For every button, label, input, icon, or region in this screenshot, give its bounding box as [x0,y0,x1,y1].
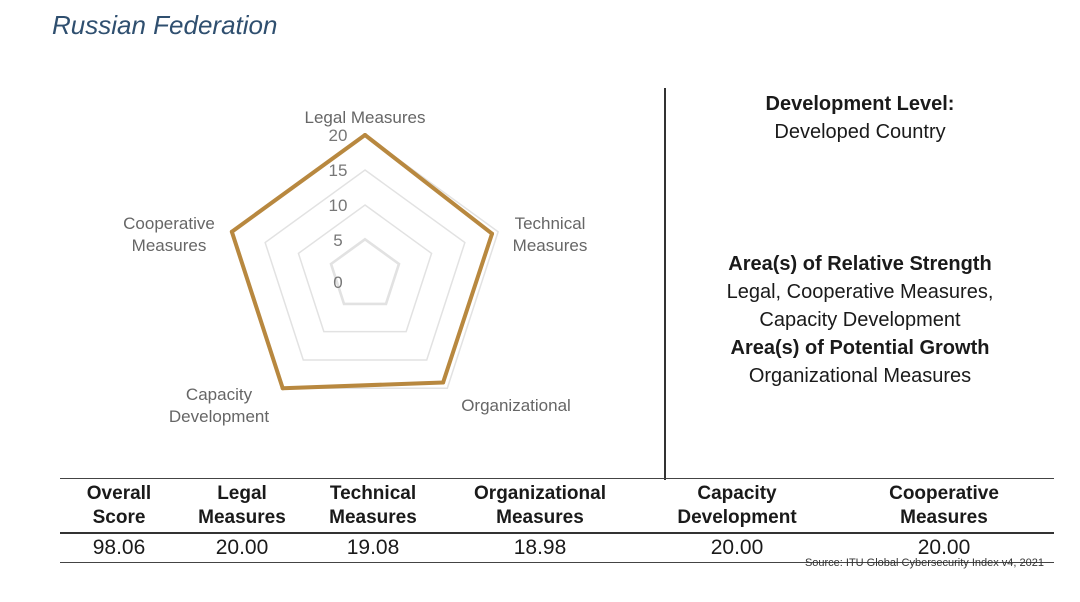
tick-label-20: 20 [329,126,348,145]
value-cooperative-measures: 20.00 [917,536,971,559]
grid-ring-5 [330,239,400,305]
table-header-row: Overall Score Legal Measures Technical Meas… [60,479,1054,532]
value-organizational-measures: 18.98 [513,536,567,559]
data-point-0 [363,133,367,137]
table-bottom-rule [60,562,1054,563]
series-polygon [229,133,495,391]
table-value-row: 98.06 20.00 19.08 18.98 20.00 20.00 [60,534,1054,562]
strength-growth-block: Area(s) of Relative Strength Legal, Coop… [670,250,1050,390]
table-header-rule [60,532,1054,534]
tick-label-0: 0 [333,273,342,292]
potential-growth-value: Organizational Measures [748,365,972,387]
axis-label-1-1: Measures [513,236,588,255]
relative-strength-heading: Area(s) of Relative Strength [728,253,992,275]
data-point-2 [441,380,446,385]
axis-label-1-0: Technical [515,214,586,233]
value-overall-score: 98.06 [92,536,146,559]
source-note: Source: ITU Global Cybersecurity Index v… [804,557,1044,569]
value-technical-measures: 19.08 [346,536,400,559]
axis-label-2-0: Organizational [461,396,571,415]
header-technical-measures: Technical Measures [329,483,417,528]
axis-label-3-1: Development [169,407,269,426]
table-top-rule [60,478,1054,479]
development-level-value: Developed Country [774,121,946,143]
vertical-divider [664,88,666,480]
development-level-block: Development Level: Developed Country [670,90,1050,146]
grid-ring-0 [329,237,401,306]
value-legal-measures: 20.00 [215,536,269,559]
axis-label-4-1: Measures [132,236,207,255]
country-title: Russian Federation [52,10,278,40]
development-level-heading: Development Level: [765,93,955,115]
grid-ring-10 [297,204,433,333]
grid-ring-15 [264,169,466,361]
header-organizational-measures: Organizational Measures [474,483,606,528]
data-point-3 [280,386,285,391]
header-capacity-development: Capacity Development [677,483,797,528]
header-legal-measures: Legal Measures [198,483,286,528]
tick-label-5: 5 [333,231,342,250]
value-capacity-development: 20.00 [710,536,764,559]
axis-label-4-0: Cooperative [123,214,215,233]
relative-strength-line-2: Capacity Development [759,309,961,331]
data-point-1 [490,231,495,236]
relative-strength-line-1: Legal, Cooperative Measures, [726,281,994,303]
score-table: Overall Score Legal Measures Technical Meas… [60,478,1054,563]
axis-label-3-0: Capacity [186,385,253,404]
data-point-4 [229,229,234,234]
tick-label-15: 15 [329,161,348,180]
potential-growth-heading: Area(s) of Potential Growth [730,337,990,359]
header-overall-score: Overall Score [86,483,152,528]
header-cooperative-measures: Cooperative Measures [889,483,999,528]
axis-label-0-0: Legal Measures [305,108,426,127]
tick-label-10: 10 [329,196,348,215]
